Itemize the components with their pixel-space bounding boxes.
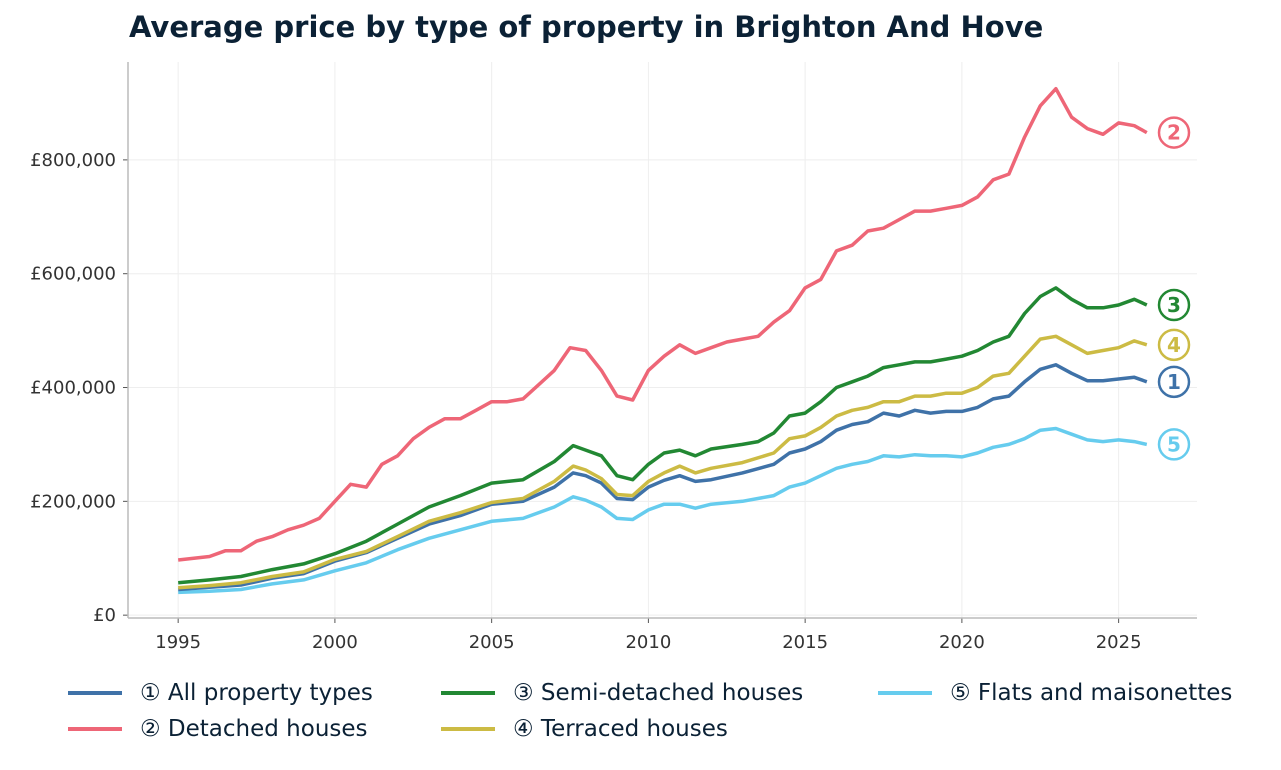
end-marker-label-3: 3 bbox=[1167, 293, 1181, 317]
end-marker-label-1: 1 bbox=[1167, 370, 1181, 394]
x-tick-label: 2025 bbox=[1096, 632, 1142, 653]
legend-label: ⑤ Flats and maisonettes bbox=[950, 680, 1233, 706]
legend-label: ① All property types bbox=[140, 680, 373, 706]
x-tick-label: 2010 bbox=[625, 632, 671, 653]
end-marker-circle-4 bbox=[1157, 328, 1191, 362]
end-marker-circle-3 bbox=[1157, 288, 1191, 322]
legend-swatch bbox=[441, 691, 495, 695]
legend-item: ④ Terraced houses bbox=[441, 716, 728, 742]
legend-item: ② Detached houses bbox=[68, 716, 368, 742]
y-tick-label: £800,000 bbox=[30, 150, 116, 171]
end-marker-circle-1 bbox=[1157, 365, 1191, 399]
y-tick-label: £0 bbox=[93, 605, 116, 626]
chart-title: Average price by type of property in Bri… bbox=[129, 10, 1044, 44]
end-marker-label-2: 2 bbox=[1167, 121, 1181, 145]
legend-label: ④ Terraced houses bbox=[513, 716, 728, 742]
legend-item: ① All property types bbox=[68, 680, 373, 706]
y-tick-label: £400,000 bbox=[30, 378, 116, 399]
end-marker-label-5: 5 bbox=[1167, 432, 1181, 456]
end-marker-circle-5 bbox=[1157, 428, 1191, 461]
series-line-2 bbox=[177, 86, 1148, 562]
legend-item: ⑤ Flats and maisonettes bbox=[878, 680, 1232, 706]
y-tick-label: £600,000 bbox=[30, 264, 116, 285]
x-tick-label: 2020 bbox=[939, 632, 985, 653]
legend-swatch bbox=[441, 727, 495, 731]
series-line-3 bbox=[178, 286, 1148, 585]
legend-label: ③ Semi-detached houses bbox=[513, 680, 804, 706]
legend-label: ② Detached houses bbox=[140, 716, 368, 742]
x-tick-label: 1995 bbox=[155, 632, 201, 653]
legend-swatch bbox=[878, 691, 932, 695]
y-tick-label: £200,000 bbox=[30, 491, 116, 512]
series-line-1 bbox=[178, 363, 1148, 592]
legend-swatch bbox=[68, 727, 122, 731]
legend-swatch bbox=[68, 691, 122, 695]
series-line-4 bbox=[178, 334, 1148, 590]
x-tick-label: 2005 bbox=[469, 632, 515, 653]
x-tick-label: 2000 bbox=[312, 632, 358, 653]
end-marker-circle-2 bbox=[1157, 116, 1191, 149]
end-marker-label-4: 4 bbox=[1167, 333, 1181, 357]
series-line-5 bbox=[178, 426, 1148, 595]
legend-item: ③ Semi-detached houses bbox=[441, 680, 803, 706]
x-tick-label: 2015 bbox=[782, 632, 828, 653]
